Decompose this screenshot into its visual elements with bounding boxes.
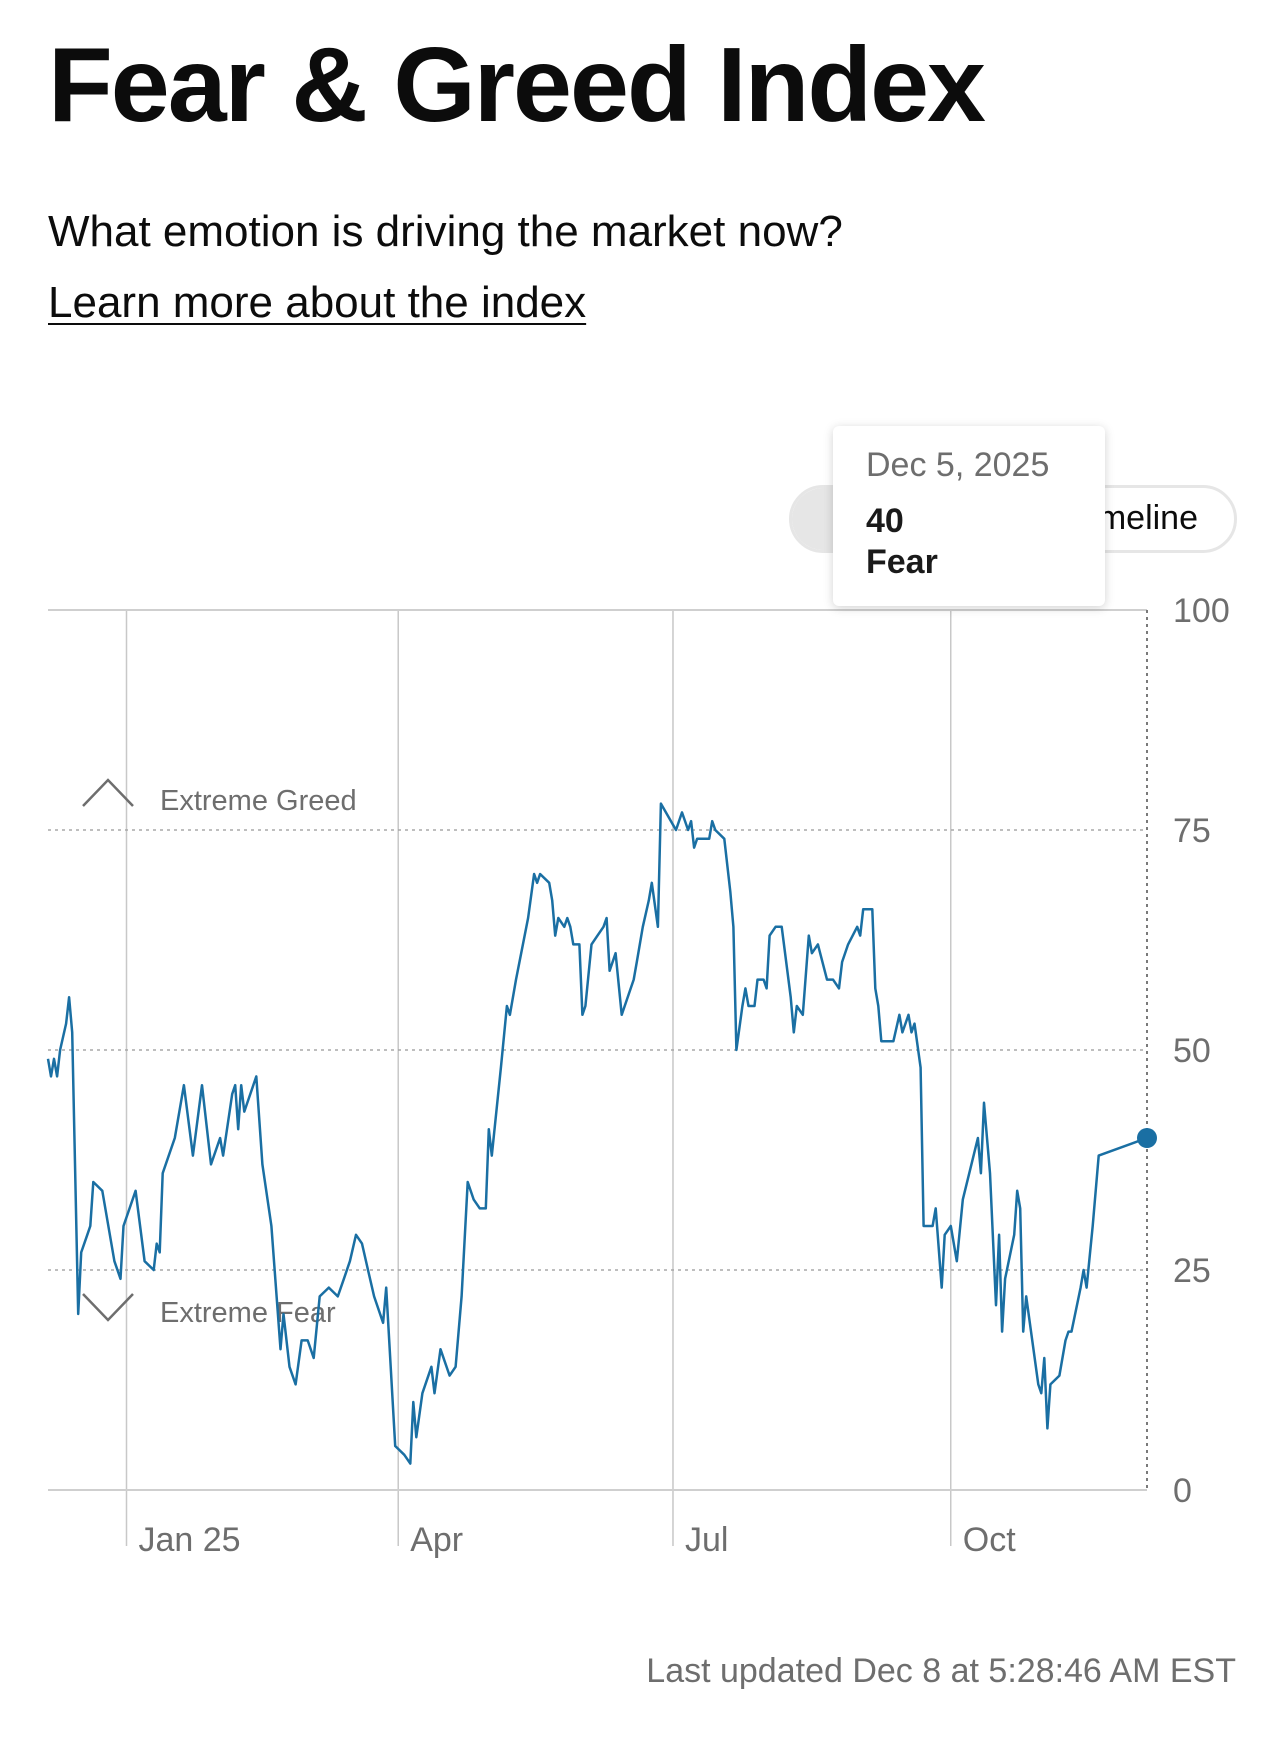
x-tick-label: Oct xyxy=(963,1521,1016,1559)
x-tick-label: Jul xyxy=(685,1521,728,1559)
zone-label: Extreme Greed xyxy=(160,785,357,817)
highlight-point[interactable] xyxy=(1137,1128,1157,1148)
y-tick-label: 75 xyxy=(1173,812,1211,850)
fear-greed-line-chart[interactable]: Jan 25 Apr Jul Oct 0 25 50 75 100 Extreme Greed Ex… xyxy=(0,0,1284,1600)
last-updated-text: Last updated Dec 8 at 5:28:46 AM EST xyxy=(646,1652,1236,1690)
page-title: Fear & Greed Index xyxy=(48,26,986,144)
y-tick-label: 0 xyxy=(1173,1472,1192,1510)
chart-tooltip: Dec 5, 2025 40 Fear xyxy=(833,426,1105,606)
y-tick-label: 100 xyxy=(1173,592,1230,630)
learn-more-link[interactable]: Learn more about the index xyxy=(48,278,587,327)
page-subtitle: What emotion is driving the market now? xyxy=(48,207,843,256)
tooltip-date: Dec 5, 2025 xyxy=(866,446,1050,484)
x-tick-label: Apr xyxy=(410,1521,463,1559)
series-line-fear-greed[interactable] xyxy=(46,802,1148,1465)
y-tick-label: 50 xyxy=(1173,1032,1211,1070)
chevron-down-icon xyxy=(82,1293,134,1322)
tooltip-value: 40 xyxy=(866,502,904,540)
chevron-up-icon xyxy=(82,778,134,807)
zone-label: Extreme Fear xyxy=(160,1297,336,1329)
y-tick-label: 25 xyxy=(1173,1252,1211,1290)
x-tick-label: Jan 25 xyxy=(139,1521,241,1559)
tooltip-rating: Fear xyxy=(866,543,938,581)
